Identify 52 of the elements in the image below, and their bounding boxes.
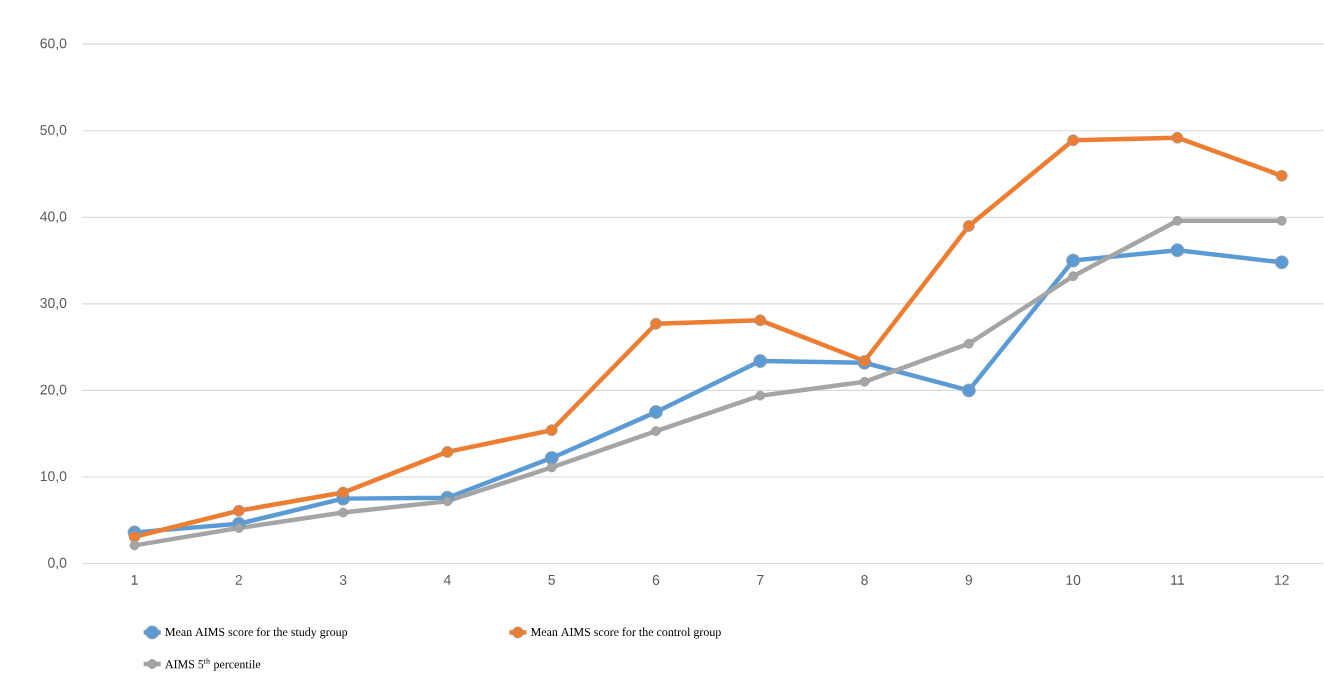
x-tick-label: 2 xyxy=(235,575,243,585)
point xyxy=(1172,216,1183,226)
point xyxy=(129,540,140,551)
point xyxy=(1275,170,1288,182)
point xyxy=(650,318,662,330)
x-tick-label: 6 xyxy=(652,575,660,586)
point xyxy=(1276,216,1287,226)
y-tick-label: 30,0 xyxy=(40,298,67,310)
x-tick-label: 8 xyxy=(861,575,868,586)
y-tick-label: 60,0 xyxy=(40,38,67,51)
x-tick-label: 5 xyxy=(548,575,555,585)
x-tick-label: 1 xyxy=(131,575,138,585)
x-tick-label: 9 xyxy=(965,575,973,586)
point xyxy=(441,446,454,458)
point xyxy=(128,530,141,543)
point xyxy=(233,523,244,534)
point xyxy=(1171,131,1184,144)
point xyxy=(442,496,453,507)
y-tick-label: 10,0 xyxy=(40,471,67,483)
point xyxy=(755,390,766,401)
point xyxy=(1170,243,1185,258)
point xyxy=(1067,134,1079,147)
x-tick-label: 3 xyxy=(339,575,347,586)
point xyxy=(649,405,663,420)
x-tick-label: 10 xyxy=(1066,575,1081,586)
x-tick-label: 4 xyxy=(443,575,451,585)
legend-label: Mean AIMS score for the control group xyxy=(530,627,721,639)
point xyxy=(961,383,976,398)
x-tick-label: 11 xyxy=(1171,575,1184,585)
point xyxy=(753,354,768,368)
point xyxy=(962,220,975,232)
point xyxy=(337,486,349,499)
y-tick-label: 20,0 xyxy=(40,384,67,397)
point xyxy=(651,426,661,437)
point xyxy=(1274,255,1289,270)
point xyxy=(1068,271,1079,282)
x-tick-label: 7 xyxy=(757,575,764,585)
y-tick-label: 50,0 xyxy=(40,125,67,137)
point xyxy=(859,377,870,387)
point xyxy=(544,451,559,465)
legend-label: AIMS 5$^{th}$ percentile xyxy=(165,658,261,671)
point xyxy=(546,462,557,473)
y-tick-label: 40,0 xyxy=(40,211,67,224)
point xyxy=(754,314,767,327)
x-tick-label: 12 xyxy=(1275,575,1289,585)
point xyxy=(232,504,245,517)
point xyxy=(1066,253,1080,268)
y-tick-label: 0,0 xyxy=(48,557,67,570)
point xyxy=(963,338,974,349)
legend-label: Mean AIMS score for the study group xyxy=(165,627,348,639)
point xyxy=(338,507,348,518)
point xyxy=(545,424,558,437)
